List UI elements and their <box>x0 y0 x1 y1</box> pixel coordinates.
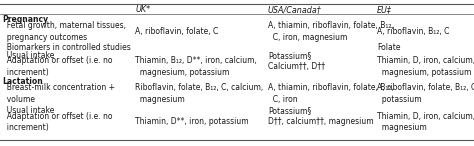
Text: UK*: UK* <box>135 5 150 14</box>
Text: Adaptation or offset (i.e. no
  increment): Adaptation or offset (i.e. no increment) <box>2 112 113 132</box>
Text: Biomarkers in controlled studies: Biomarkers in controlled studies <box>2 43 131 52</box>
Text: Calcium††, D††: Calcium††, D†† <box>268 62 325 71</box>
Text: Usual intake: Usual intake <box>2 51 55 60</box>
Text: D††, calcium††, magnesium: D††, calcium††, magnesium <box>268 117 374 126</box>
Text: Thiamin, D, iron, calcium,
  magnesium: Thiamin, D, iron, calcium, magnesium <box>377 112 474 132</box>
Text: Fetal growth, maternal tissues,
  pregnancy outcomes: Fetal growth, maternal tissues, pregnanc… <box>2 21 127 42</box>
Text: A, riboflavin, B₁₂, C: A, riboflavin, B₁₂, C <box>377 27 449 36</box>
Text: Usual intake: Usual intake <box>2 106 55 115</box>
Text: Breast-milk concentration +
  volume: Breast-milk concentration + volume <box>2 83 115 104</box>
Text: Thiamin, D**, iron, potassium: Thiamin, D**, iron, potassium <box>135 117 249 126</box>
Text: A, riboflavin, folate, C: A, riboflavin, folate, C <box>135 27 219 36</box>
Text: A, riboflavin, folate, B₁₂, C,
  potassium: A, riboflavin, folate, B₁₂, C, potassium <box>377 83 474 104</box>
Text: Adaptation or offset (i.e. no
  increment): Adaptation or offset (i.e. no increment) <box>2 56 113 77</box>
Text: Pregnancy: Pregnancy <box>2 15 48 24</box>
Text: A, thiamin, riboflavin, folate, B₁₂,
  C, iron, magnesium: A, thiamin, riboflavin, folate, B₁₂, C, … <box>268 21 394 42</box>
Text: Thiamin, B₁₂, D**, iron, calcium,
  magnesium, potassium: Thiamin, B₁₂, D**, iron, calcium, magnes… <box>135 56 257 77</box>
Text: EU‡: EU‡ <box>377 5 392 14</box>
Text: Potassium§: Potassium§ <box>268 51 311 60</box>
Text: Lactation: Lactation <box>2 77 43 86</box>
Text: USA/Canada†: USA/Canada† <box>268 5 321 14</box>
Text: Folate: Folate <box>377 43 401 52</box>
Text: Potassium§: Potassium§ <box>268 106 311 115</box>
Text: Thiamin, D, iron, calcium,
  magnesium, potassium: Thiamin, D, iron, calcium, magnesium, po… <box>377 56 474 77</box>
Text: Riboflavin, folate, B₁₂, C, calcium,
  magnesium: Riboflavin, folate, B₁₂, C, calcium, mag… <box>135 83 264 104</box>
Text: A, thiamin, riboflavin, folate, B₁₂,
  C, iron: A, thiamin, riboflavin, folate, B₁₂, C, … <box>268 83 394 104</box>
